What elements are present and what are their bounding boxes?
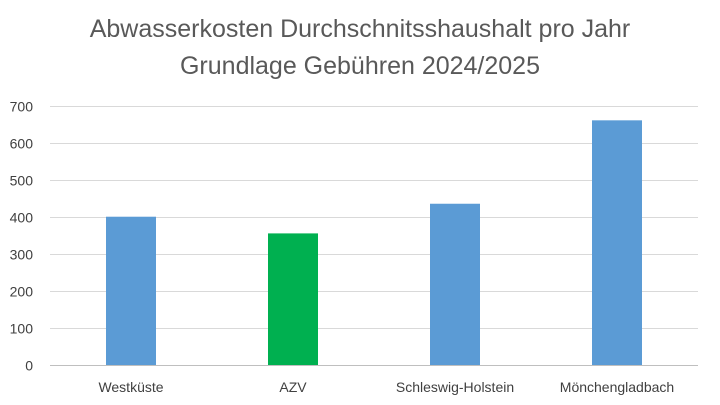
y-tick-label: 0 <box>25 358 33 374</box>
y-tick-label: 700 <box>10 99 34 115</box>
bar <box>268 233 318 365</box>
y-tick-label: 300 <box>10 247 34 263</box>
x-category-label: AZV <box>279 379 307 395</box>
x-axis-category-labels: Westküste AZV Schleswig-Holstein Mönchengla… <box>98 379 674 395</box>
bar <box>430 203 480 365</box>
bar <box>106 216 156 365</box>
bar <box>592 120 642 365</box>
x-category-label: Schleswig-Holstein <box>396 379 514 395</box>
y-tick-label: 500 <box>10 173 34 189</box>
y-tick-label: 200 <box>10 284 34 300</box>
y-tick-label: 400 <box>10 210 34 226</box>
x-category-label: Mönchengladbach <box>560 379 674 395</box>
y-tick-label: 600 <box>10 136 34 152</box>
x-category-label: Westküste <box>98 379 163 395</box>
y-tick-label: 100 <box>10 321 34 337</box>
bars <box>106 120 642 365</box>
gridlines <box>50 106 698 366</box>
chart-title: Abwasserkosten Durchschnitsshaushalt pro… <box>89 15 631 43</box>
y-axis-tick-labels: 0 100 200 300 400 500 600 700 <box>10 99 34 374</box>
chart-subtitle: Grundlage Gebühren 2024/2025 <box>179 52 540 80</box>
